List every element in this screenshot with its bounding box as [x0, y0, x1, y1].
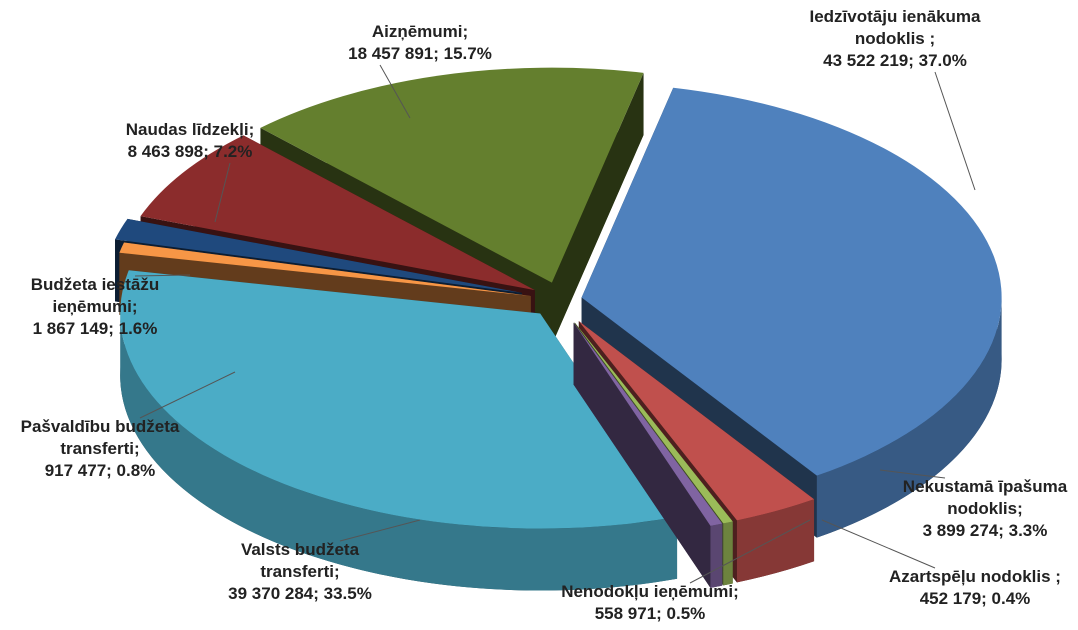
- slice-side: [723, 521, 733, 586]
- slice-side: [736, 499, 815, 583]
- slice-side: [816, 297, 1002, 538]
- slice-top: [140, 135, 535, 291]
- data-label-value: 1 867 149; 1.6%: [33, 319, 158, 338]
- leader-line: [339, 519, 421, 542]
- data-label-value: 18 457 891; 15.7%: [348, 44, 492, 63]
- data-label-name: Naudas līdzekļi;: [126, 120, 254, 139]
- slice-top: [574, 322, 733, 524]
- leader-line: [379, 64, 411, 119]
- data-label-value: 452 179; 0.4%: [920, 589, 1031, 608]
- slice-top: [115, 218, 522, 293]
- data-label-name: Budžeta iestāžu ieņēmumi;: [31, 275, 159, 316]
- slice-side: [710, 523, 723, 588]
- data-label-name: Valsts budžeta transferti;: [241, 540, 360, 581]
- slice-top: [260, 67, 644, 283]
- data-label-value: 8 463 898; 7.2%: [128, 142, 253, 161]
- data-label-name: Aizņēmumi;: [372, 22, 468, 41]
- slice-side: [120, 313, 678, 591]
- data-label-value: 3 899 274; 3.3%: [923, 521, 1048, 540]
- slice-top: [581, 87, 1002, 476]
- slice-wall: [573, 322, 711, 588]
- leader-line: [139, 371, 236, 419]
- slice-top: [120, 270, 678, 529]
- slice-top: [119, 242, 531, 296]
- data-label-value: 917 477; 0.8%: [45, 461, 156, 480]
- data-label-name: Azartspēļu nodoklis ;: [889, 567, 1061, 586]
- slice-top: [578, 321, 815, 521]
- slice: [581, 87, 1002, 538]
- leader-line: [821, 519, 936, 569]
- slice: [120, 270, 678, 591]
- leader-line: [214, 162, 231, 223]
- data-label-name: Nenodokļu ieņēmumi;: [561, 582, 739, 601]
- slice: [573, 322, 723, 588]
- data-label-name: Pašvaldību budžeta transferti;: [21, 417, 180, 458]
- data-label-value: 558 971; 0.5%: [595, 604, 706, 623]
- data-label-name: Nekustamā īpašuma nodoklis;: [903, 477, 1068, 518]
- slice-top: [573, 322, 723, 526]
- data-label-value: 39 370 284; 33.5%: [228, 584, 372, 603]
- slice-wall: [551, 72, 644, 345]
- data-label-name: Iedzīvotāju ienākuma nodoklis ;: [810, 7, 982, 48]
- leader-line: [879, 469, 946, 479]
- data-label-value: 43 522 219; 37.0%: [823, 51, 967, 70]
- leader-line: [689, 519, 811, 584]
- leader-line: [134, 274, 191, 277]
- leader-line: [934, 71, 976, 191]
